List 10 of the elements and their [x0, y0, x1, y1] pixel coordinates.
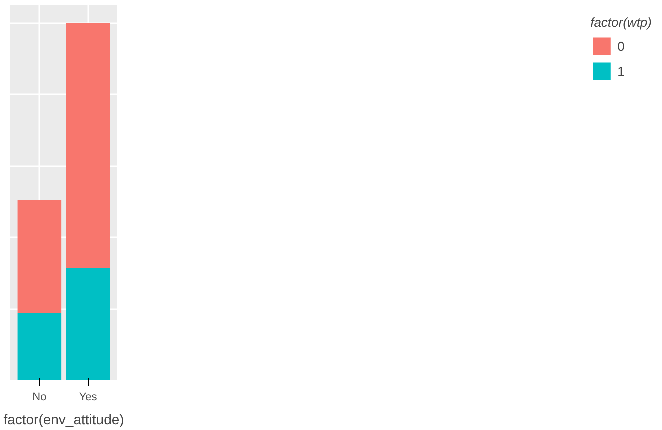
bar: [18, 313, 62, 380]
legend-title: factor(wtp): [590, 15, 652, 30]
x-tick-label: No: [32, 392, 47, 404]
legend-label: 0: [618, 38, 626, 54]
bar: [66, 268, 110, 380]
x-tick-label: Yes: [79, 392, 98, 404]
bar: [66, 23, 110, 268]
x-axis-title: factor(env_attitude): [4, 412, 124, 428]
bar: [18, 200, 62, 313]
legend-label: 1: [618, 64, 626, 78]
